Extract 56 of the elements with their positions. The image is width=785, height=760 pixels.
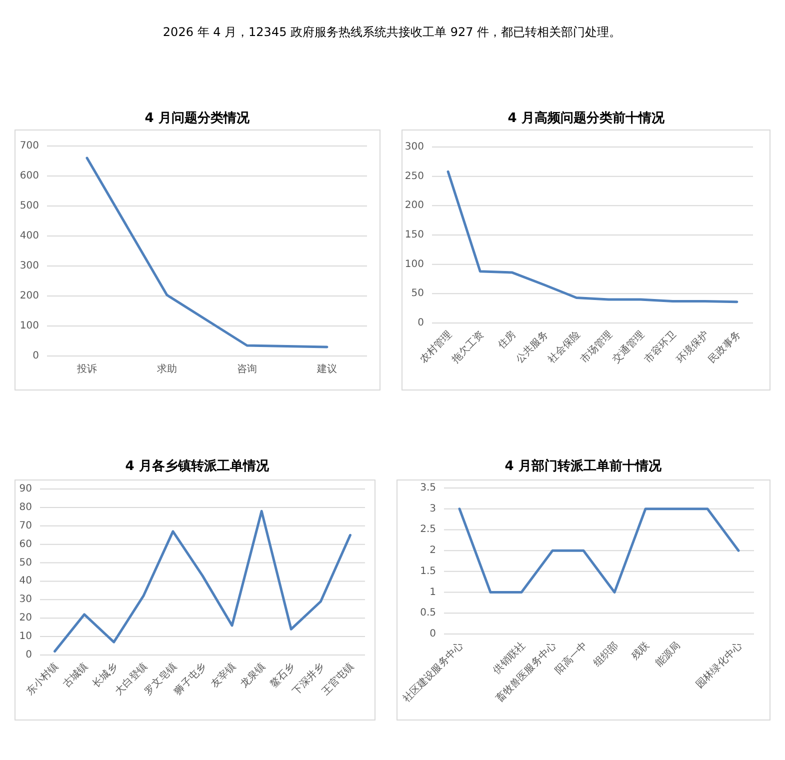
- chart-title: 4 月问题分类情况: [144, 111, 250, 126]
- y-tick-label: 2: [430, 545, 436, 556]
- y-tick-label: 2.5: [420, 524, 436, 536]
- x-tick-label: 友宰镇: [208, 660, 238, 690]
- x-tick-label: 组织部: [590, 640, 621, 670]
- x-tick-label: 园林绿化中心: [694, 640, 745, 691]
- y-tick-label: 700: [20, 140, 39, 152]
- y-tick-label: 30: [19, 594, 32, 606]
- x-tick-label: 民政事务: [706, 328, 744, 366]
- line-series: [446, 170, 738, 304]
- y-tick-label: 0.5: [420, 608, 436, 619]
- y-tick-label: 1: [430, 586, 436, 598]
- y-tick-label: 150: [404, 230, 424, 240]
- line-series: [54, 510, 352, 653]
- y-tick-label: 300: [404, 142, 424, 152]
- y-tick-label: 50: [411, 288, 424, 300]
- y-tick-label: 80: [19, 502, 32, 513]
- y-tick-label: 20: [19, 612, 32, 624]
- chart-title: 4 月部门转派工单前十情况: [504, 458, 662, 474]
- x-tick-label: 住房: [496, 328, 518, 352]
- y-tick-label: 0: [430, 628, 436, 640]
- chart-title: 4 月各乡镇转派工单情况: [125, 458, 270, 474]
- y-tick-label: 40: [19, 576, 32, 587]
- x-tick-label: 咨询: [237, 363, 257, 375]
- x-tick-label: 东小村镇: [24, 660, 61, 698]
- y-tick-label: 10: [19, 631, 32, 642]
- y-tick-label: 300: [20, 260, 39, 272]
- y-tick-label: 200: [20, 290, 39, 302]
- y-tick-label: 70: [19, 520, 32, 532]
- y-tick-label: 500: [20, 200, 39, 212]
- y-tick-label: 0: [26, 650, 32, 660]
- y-tick-label: 100: [20, 320, 39, 332]
- x-tick-label: 求助: [157, 363, 177, 375]
- y-tick-label: 600: [20, 170, 39, 182]
- x-tick-label: 残联: [628, 640, 652, 662]
- text: 2026 年 4 月，12345 政府服务热线系统共接收工单 927 件，都已转相关部门处理。: [162, 25, 622, 39]
- x-tick-label: 能源局: [652, 640, 683, 670]
- x-tick-label: 龙泉镇: [238, 660, 268, 690]
- y-tick-label: 0: [32, 350, 39, 362]
- y-tick-label: 250: [404, 170, 424, 182]
- line-series: [86, 156, 328, 348]
- chart-title: 4 月高频问题分类前十情况: [508, 110, 666, 126]
- y-tick-label: 400: [20, 230, 39, 242]
- y-tick-label: 200: [404, 200, 424, 212]
- y-tick-label: 3.5: [420, 482, 436, 494]
- y-tick-label: 50: [19, 557, 32, 568]
- y-tick-label: 1.5: [420, 566, 436, 577]
- x-tick-label: 建议: [316, 363, 337, 375]
- y-tick-label: 60: [19, 538, 32, 550]
- x-tick-label: 古城镇: [60, 660, 90, 690]
- y-tick-label: 0: [418, 318, 424, 328]
- x-tick-label: 投诉: [76, 363, 97, 375]
- y-tick-label: 100: [404, 258, 424, 270]
- y-tick-label: 90: [19, 484, 32, 494]
- y-tick-label: 3: [430, 503, 436, 514]
- x-tick-label: 社区建设服务中心: [400, 640, 466, 705]
